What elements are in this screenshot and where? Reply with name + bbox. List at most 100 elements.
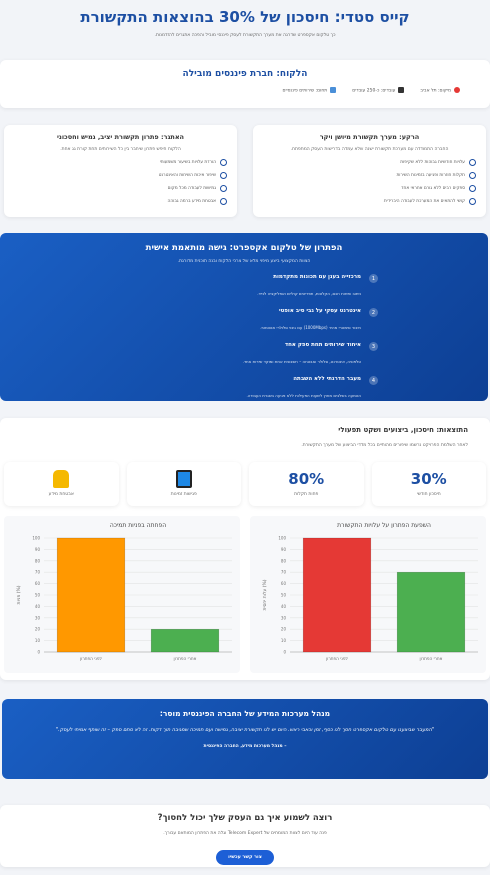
testimonial-title: מנהל מערכות המידע של החברה הפיננסית מוסר… (159, 709, 331, 718)
bullets: הורדת עלויות בשיעור משמעותי שיפור איכות … (14, 159, 227, 205)
step-number: 4 (369, 376, 378, 385)
card-text: הלקוח חיפש פתרון שיחבר בין כל השירותים ת… (60, 147, 181, 152)
y-tick-label: 90 (281, 547, 287, 552)
x-tick-label: אחרי הפתרון (420, 656, 443, 661)
step-text: טלפוניה, אינטרנט, סלולר ואבטחה – חשבונית… (242, 359, 361, 364)
stat-value: 80% (288, 470, 325, 488)
y-tick-label: 40 (281, 604, 287, 609)
client-item: עובדים: כ-250 עובדים (352, 87, 405, 94)
stat-label: חיסכון חודשי (416, 492, 441, 497)
step-title: מעבר הדרגתי ללא השבתה (293, 376, 361, 382)
background-card: הרקע: מערך תקשורת מיושן ויקר החברה התמוד… (253, 125, 486, 217)
challenge-card: האתגר: פתרון תקשורת יציב, גמיש וחסכוני ה… (4, 125, 237, 217)
step: 3 איחוד שירותים תחת ספק אחד טלפוניה, אינטר… (40, 342, 448, 367)
charts: השפעת הפתרון על עלויות התקשורת עלות יחסית… (4, 516, 486, 673)
y-tick-label: 60 (35, 581, 41, 586)
results: התוצאות: חיסכון, ביצועים ושקט תפעולי לאח… (0, 418, 490, 680)
icon (53, 470, 70, 488)
step-text: חיבור סימטרי מהיר (1000Mbps) עם גיבוי סל… (260, 325, 361, 330)
subtitle: כך טלקום אקספרט שדרגה את מערך התקשורת לע… (154, 33, 336, 38)
client-items: מיקום: תל אביב עובדים: כ-250 עובדים תחום… (30, 87, 460, 94)
step-number: 3 (369, 342, 378, 351)
chart-card: הפחתה בפניות תמיכה פניות (%) 0 10 20 30 40 50 60… (4, 516, 240, 673)
chart: השפעת הפתרון על עלויות התקשורת עלות יחסית… (262, 522, 478, 661)
stat-label: אבטחת מידע (48, 492, 74, 497)
cta-text: פנה עוד היום לצוות המומחים של Telecom Ex… (163, 831, 327, 836)
y-axis-label: פניות (%) (16, 585, 22, 604)
chart: הפחתה בפניות תמיכה פניות (%) 0 10 20 30 40 50 60… (16, 522, 232, 661)
step-title: מרכזייה בענן עם תכונות מתקדמות (273, 274, 361, 280)
y-tick-label: 20 (35, 627, 41, 632)
context: הרקע: מערך תקשורת מיושן ויקר החברה התמוד… (0, 125, 490, 217)
x-tick-label: לפני הפתרון (80, 656, 102, 661)
quote: "המעבר שביצענו עם טלקום אקספרט חסך לנו כ… (55, 727, 435, 733)
chart-card: השפעת הפתרון על עלויות התקשורת עלות יחסית… (250, 516, 486, 673)
bullets: עלויות חודשיות גבוהות ללא שקיפות תקלות ח… (263, 159, 476, 205)
y-tick-label: 0 (283, 650, 286, 655)
y-tick-label: 100 (32, 536, 40, 541)
bullet: תקלות חוזרות ופגיעה בזמינות השירות (263, 172, 476, 179)
client-item: תחום: שירותים פיננסיים (283, 87, 337, 94)
item-text: מיקום: תל אביב (420, 88, 451, 94)
y-tick-label: 40 (35, 604, 41, 609)
step-text: הטמעה בשלבים מחוץ לשעות הפעילות ללא פגיע… (246, 393, 361, 398)
cta-button[interactable]: צור קשר עכשיו (216, 850, 274, 865)
author: – מנהל מערכות מידע, החברה הפיננסית (203, 744, 287, 749)
y-tick-label: 100 (278, 536, 286, 541)
y-tick-label: 10 (281, 638, 287, 643)
client-title: הלקוח: חברת פיננסים מובילה (182, 69, 308, 79)
card-text: החברה התמודדה עם מערכת תקשורת ישנה שלא ע… (290, 147, 449, 152)
y-tick-label: 0 (37, 650, 40, 655)
item-text: עובדים: כ-250 עובדים (352, 88, 396, 94)
chart-title: השפעת הפתרון על עלויות התקשורת (337, 522, 431, 529)
x-tick-label: לפני הפתרון (326, 656, 348, 661)
y-tick-label: 20 (281, 627, 287, 632)
solution: הפתרון של טלקום אקספרט: גישה מותאמת אישי… (0, 233, 488, 401)
header: קייס סטדי: חיסכון של 30% בהוצאות התקשורת… (0, 0, 490, 56)
y-axis-label: עלות יחסית (%) (262, 579, 268, 610)
chart-title: הפחתה בפניות תמיכה (110, 522, 166, 529)
page-title: קייס סטדי: חיסכון של 30% בהוצאות התקשורת (80, 8, 410, 26)
bullet: גמישות לעבודה מכל מקום (14, 185, 227, 192)
results-text: לאחר השלמת הפרויקט נרשמו שיפורים מהותיים… (301, 443, 468, 448)
y-tick-label: 70 (35, 570, 41, 575)
y-tick-label: 70 (281, 570, 287, 575)
step-title: אינטרנט עסקי על גבי סיב אופטי (278, 308, 361, 314)
bullet: ספקים רבים ללא גורם אחראי אחד (263, 185, 476, 192)
step-number: 2 (369, 308, 378, 317)
stats: 30% חיסכון חודשי 80% פחות תקלות פגישות זמי… (4, 462, 486, 506)
stat: פגישות זמינות (126, 462, 241, 506)
card-title: האתגר: פתרון תקשורת יציב, גמיש וחסכוני (56, 133, 185, 141)
stat: 80% פחות תקלות (249, 462, 364, 506)
client-card: הלקוח: חברת פיננסים מובילה מיקום: תל אבי… (0, 60, 490, 108)
bar (396, 571, 466, 653)
y-tick-label: 50 (281, 593, 287, 598)
y-tick-label: 80 (35, 558, 41, 563)
step: 4 מעבר הדרגתי ללא השבתה הטמעה בשלבים מחוץ … (40, 376, 448, 401)
client-item: מיקום: תל אביב (420, 87, 460, 94)
bar (56, 537, 126, 653)
item-text: תחום: שירותים פיננסיים (282, 88, 328, 94)
y-tick-label: 80 (281, 558, 287, 563)
y-tick-label: 60 (281, 581, 287, 586)
step: 2 אינטרנט עסקי על גבי סיב אופטי חיבור סימט… (40, 308, 448, 333)
bullet: אבטחת מידע ברמה גבוהה (14, 198, 227, 205)
stat: 30% חיסכון חודשי (371, 462, 486, 506)
y-tick-label: 30 (35, 615, 41, 620)
bar (302, 537, 372, 653)
y-tick-label: 10 (35, 638, 41, 643)
step: 1 מרכזייה בענן עם תכונות מתקדמות ניתוב שיח… (40, 274, 448, 299)
cta-title: רוצה לשמוע איך גם העסק שלך יכול לחסוך? (157, 813, 333, 823)
cta: רוצה לשמוע איך גם העסק שלך יכול לחסוך? פ… (0, 805, 490, 867)
solution-subtitle: הצוות המקצועי ביצע מיפוי מלא של צרכי הלק… (177, 259, 311, 264)
step-text: ניתוב שיחות חכם, הקלטות, תפריטים קוליים … (257, 291, 361, 296)
y-tick-label: 30 (281, 615, 287, 620)
bullet: קושי להתאים את המערכת לעבודה היברידית (263, 198, 476, 205)
testimonial: מנהל מערכות המידע של החברה הפיננסית מוסר… (2, 699, 488, 779)
bar (150, 628, 220, 653)
y-tick-label: 50 (35, 593, 41, 598)
results-title: התוצאות: חיסכון, ביצועים ושקט תפעולי (338, 426, 468, 434)
bullet: שיפור איכות השיחות והאינטרנט (14, 172, 227, 179)
icon (175, 470, 192, 488)
